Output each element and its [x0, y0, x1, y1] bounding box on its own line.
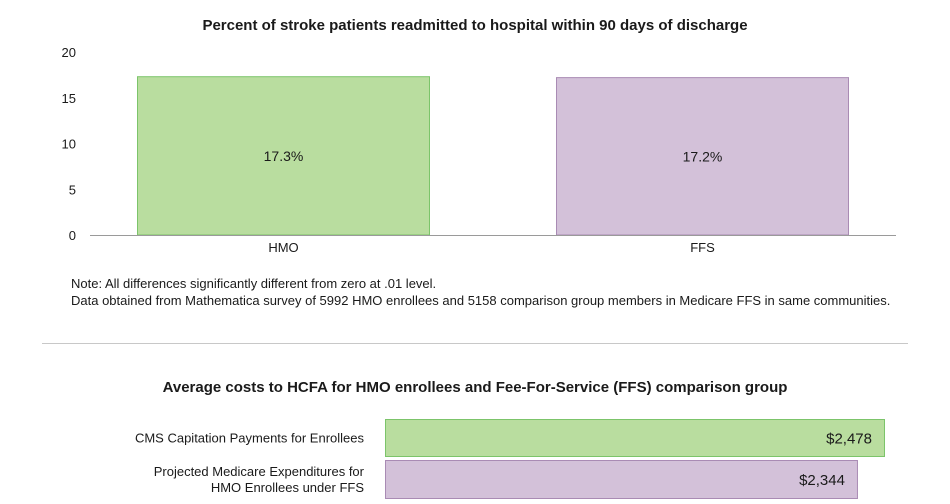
- x-tick-label: FFS: [690, 240, 715, 255]
- category-label: CMS Capitation Payments for Enrollees: [135, 431, 365, 446]
- data-source-note: Data obtained from Mathematica survey of…: [71, 293, 891, 308]
- category-label: HMO Enrollees under FFS: [211, 480, 364, 495]
- significance-note: Note: All differences significantly diff…: [71, 276, 437, 291]
- chart2-title: Average costs to HCFA for HMO enrollees …: [162, 379, 788, 396]
- chart1-title: Percent of stroke patients readmitted to…: [202, 17, 748, 34]
- costs-bar-chart: $2,478 CMS Capitation Payments for Enroll…: [135, 419, 885, 499]
- readmission-bar-chart: 0 5 10 15 20 17.3% HMO 17.2% FFS: [62, 45, 896, 255]
- bar-value-label: 17.3%: [264, 148, 304, 164]
- bar-ffs: [556, 77, 849, 236]
- y-tick-label: 10: [62, 137, 76, 152]
- y-tick-label: 5: [69, 182, 76, 197]
- bar-value-label: $2,478: [826, 431, 872, 448]
- bar-row-1: [385, 460, 858, 499]
- y-tick-label: 0: [69, 228, 76, 243]
- chart-notes: Note: All differences significantly diff…: [71, 275, 891, 309]
- category-label: Projected Medicare Expenditures for: [154, 464, 365, 479]
- section-divider: [42, 343, 908, 344]
- bar-row-0: [385, 419, 885, 457]
- bar-hmo: [137, 76, 430, 236]
- x-tick-label: HMO: [268, 240, 298, 255]
- bar-value-label: $2,344: [799, 472, 845, 489]
- y-tick-label: 20: [62, 45, 76, 60]
- bar-value-label: 17.2%: [683, 148, 723, 164]
- y-tick-label: 15: [62, 91, 76, 106]
